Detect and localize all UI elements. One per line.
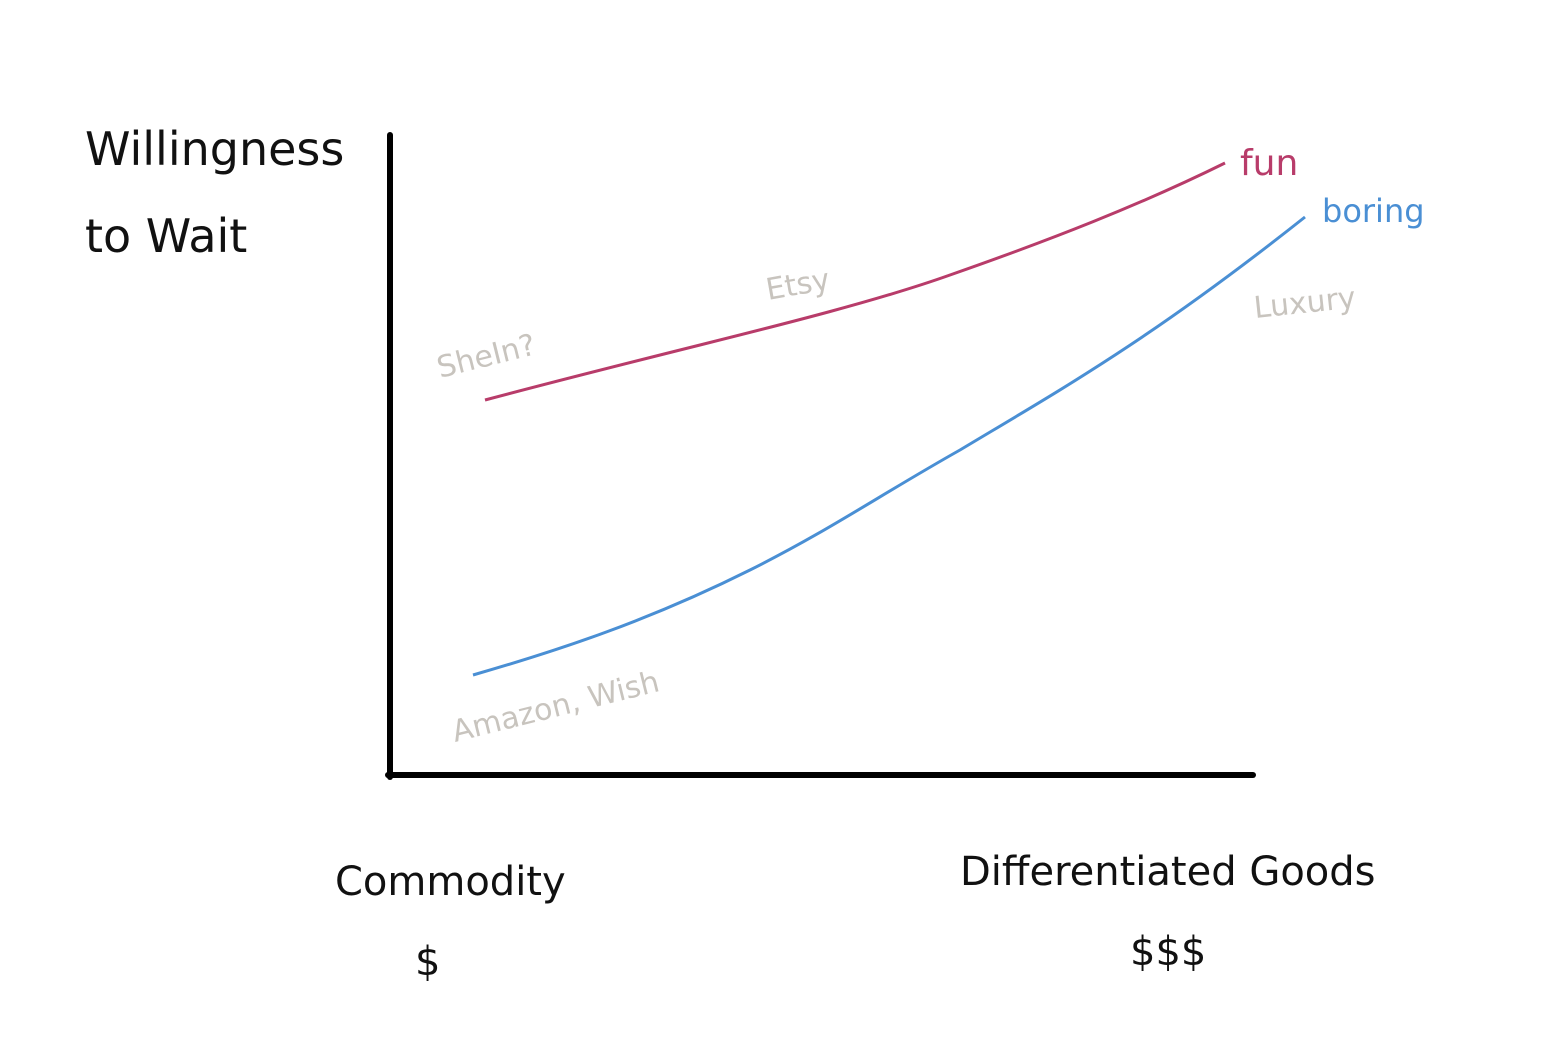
y-axis-label: Willingness bbox=[85, 122, 344, 176]
price-label: $ bbox=[415, 939, 440, 985]
fun-curve bbox=[484, 161, 1226, 402]
annotation: SheIn? bbox=[433, 328, 539, 386]
x-axis-label: Commodity bbox=[335, 859, 566, 905]
annotation: Etsy bbox=[763, 262, 832, 308]
y-axis-label: to Wait bbox=[85, 209, 247, 263]
annotation: Luxury bbox=[1252, 280, 1357, 325]
x-axis-label: Differentiated Goods bbox=[960, 849, 1376, 895]
price-label: $$$ bbox=[1130, 929, 1206, 975]
annotation: Amazon, Wish bbox=[448, 664, 662, 749]
curve-label: boring bbox=[1322, 192, 1425, 230]
boring-curve bbox=[472, 215, 1306, 677]
curve-label: fun bbox=[1240, 143, 1298, 184]
